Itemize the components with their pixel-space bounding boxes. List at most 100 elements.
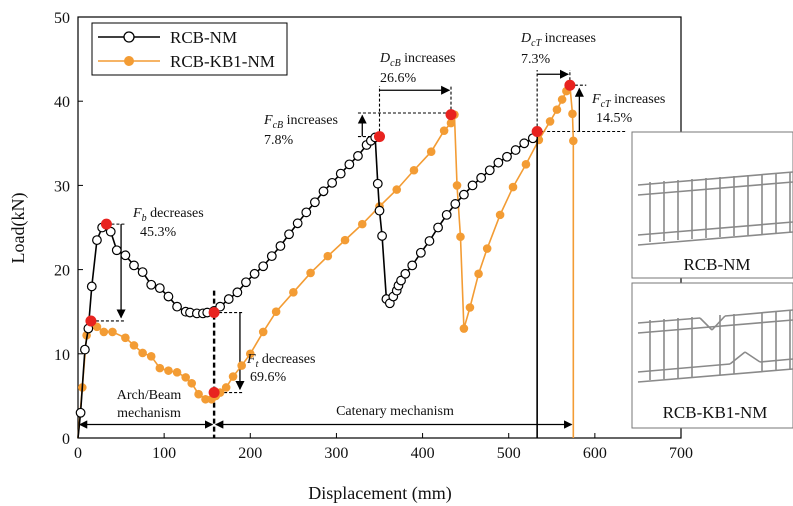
y-tick-label: 10 [54, 347, 70, 364]
data-point-rcb-kb1-nm [155, 363, 165, 373]
data-point-rcb-nm [163, 291, 174, 302]
x-tick-label: 600 [583, 445, 607, 462]
annotation-fb: Fb decreases 45.3% [132, 206, 204, 240]
inset-panel-top [631, 131, 793, 279]
data-point-rcb-kb1-nm [99, 327, 109, 337]
annotation-fct: FcT increases 14.5% [591, 92, 665, 126]
svg-text:FcT increases: FcT increases [591, 92, 665, 110]
data-point-rcb-kb1-nm [164, 366, 173, 375]
data-point-rcb-kb1-nm [439, 126, 449, 135]
y-tick-label: 40 [54, 94, 70, 111]
data-point-rcb-nm [249, 268, 260, 279]
data-point-rcb-kb1-nm [459, 324, 469, 333]
data-point-rcb-kb1-nm [146, 352, 156, 361]
data-point-rcb-kb1-nm [201, 394, 210, 404]
data-point-rcb-nm [120, 250, 131, 261]
data-point-rcb-kb1-nm [357, 219, 367, 229]
x-tick-label: 700 [669, 445, 693, 462]
legend-label-rcb-kb1-nm: RCB-KB1-NM [170, 52, 275, 71]
guide-lines [78, 69, 626, 438]
data-point-rcb-nm [301, 207, 312, 218]
data-point-rcb-kb1-nm [258, 327, 268, 337]
data-point-rcb-kb1-nm [557, 95, 567, 104]
data-point-rcb-kb1-nm [552, 105, 562, 114]
data-point-rcb-kb1-nm [446, 118, 456, 128]
data-point-rcb-nm [344, 159, 355, 170]
peak-markers [85, 79, 576, 399]
annotation-dct: DcT increases 7.3% [520, 31, 596, 67]
data-point-rcb-kb1-nm [108, 327, 117, 337]
peak-point [374, 131, 385, 143]
x-axis-title: Displacement (mm) [308, 483, 451, 504]
data-point-rcb-kb1-nm [340, 235, 350, 245]
legend-label-rcb-nm: RCB-NM [170, 28, 237, 47]
data-point-rcb-kb1-nm [474, 269, 483, 279]
data-point-rcb-nm [407, 260, 418, 271]
catenary-mechanism-label: Catenary mechanism [336, 404, 454, 419]
y-tick-label: 50 [54, 10, 70, 27]
cage-drawing-rcb-nm [637, 171, 793, 246]
svg-text:45.3%: 45.3% [140, 225, 177, 240]
data-point-rcb-nm [374, 205, 385, 216]
data-point-rcb-nm [519, 138, 530, 149]
inset-rcb-nm: RCB-NM [631, 131, 793, 279]
data-point-rcb-nm [484, 165, 495, 176]
data-point-rcb-kb1-nm [245, 349, 255, 359]
svg-text:Fb decreases: Fb decreases [132, 206, 204, 224]
data-point-rcb-nm [372, 178, 383, 189]
data-point-rcb-nm [223, 294, 234, 304]
data-point-rcb-kb1-nm [289, 288, 298, 297]
data-point-rcb-nm [137, 267, 148, 278]
data-point-rcb-kb1-nm [237, 361, 246, 370]
data-point-rcb-kb1-nm [121, 333, 130, 343]
axes: 0 100 200 300 400 500 600 700 0 10 20 30 40 50 [54, 10, 693, 462]
data-point-rcb-nm [335, 168, 346, 179]
data-point-rcb-kb1-nm [228, 372, 238, 381]
data-point-rcb-nm [424, 236, 435, 246]
y-tick-label: 20 [54, 263, 70, 280]
data-point-rcb-kb1-nm [181, 373, 190, 382]
series-line-rcb-kb1-nm [77, 82, 575, 439]
data-point-rcb-kb1-nm [194, 389, 203, 399]
series-layer [75, 80, 578, 439]
legend-marker-rcb-kb1-nm [124, 56, 134, 66]
data-point-rcb-nm [459, 189, 469, 200]
annotation-ft: Ft decreases 69.6% [246, 352, 315, 385]
svg-text:Ft decreases: Ft decreases [246, 352, 315, 370]
svg-text:69.6%: 69.6% [250, 370, 287, 385]
data-point-rcb-kb1-nm [495, 210, 505, 220]
inset-label-rcb-kb1-nm: RCB-KB1-NM [663, 403, 768, 422]
arch-mechanism-label-1: Arch/Beam [117, 388, 182, 403]
peak-point [100, 218, 112, 230]
data-point-rcb-nm [241, 277, 251, 288]
data-point-rcb-kb1-nm [172, 368, 182, 377]
data-point-rcb-nm [266, 251, 277, 262]
peak-point [531, 126, 543, 138]
svg-text:DcB increases: DcB increases [379, 51, 455, 69]
y-tick-label: 30 [54, 178, 70, 195]
data-point-rcb-nm [284, 229, 294, 240]
data-point-rcb-nm [400, 268, 411, 279]
y-axis-title: Load(kN) [8, 193, 29, 264]
x-tick-label: 300 [324, 445, 348, 462]
svg-text:7.3%: 7.3% [521, 52, 551, 67]
x-tick-label: 200 [238, 445, 262, 462]
data-point-rcb-nm [502, 151, 512, 162]
data-point-rcb-kb1-nm [568, 109, 577, 119]
data-point-rcb-nm [111, 245, 122, 256]
peak-point [564, 79, 576, 91]
peak-point [445, 109, 457, 121]
svg-text:FcB increases: FcB increases [263, 113, 338, 131]
data-point-rcb-kb1-nm [545, 117, 555, 126]
data-point-rcb-kb1-nm [482, 244, 492, 253]
legend-box [91, 22, 288, 76]
data-point-rcb-nm [79, 344, 90, 355]
data-point-rcb-nm [450, 199, 461, 209]
data-point-rcb-nm [258, 261, 269, 272]
data-point-rcb-nm [510, 145, 521, 155]
data-point-rcb-kb1-nm [221, 383, 231, 392]
data-point-rcb-nm [476, 172, 487, 183]
data-point-rcb-kb1-nm [508, 182, 518, 192]
svg-text:DcT increases: DcT increases [520, 31, 596, 49]
